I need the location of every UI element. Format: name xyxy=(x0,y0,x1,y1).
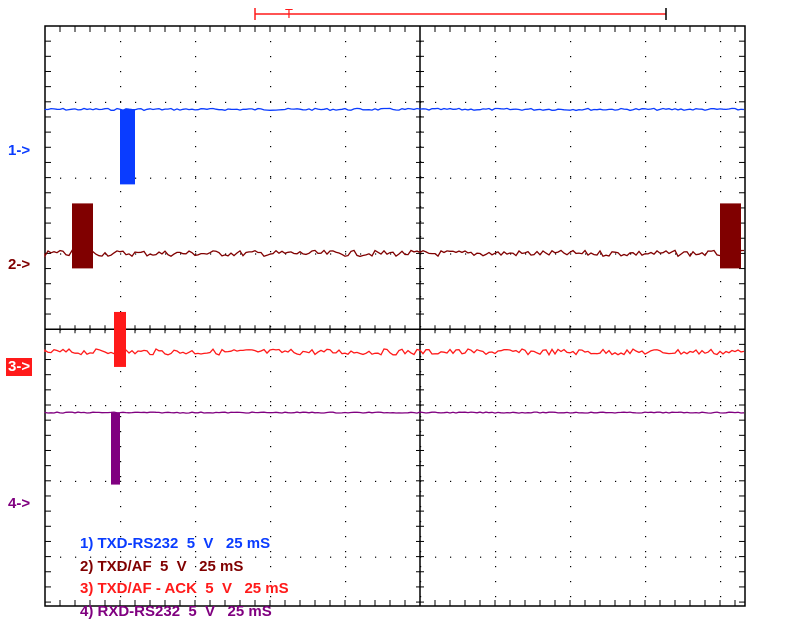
plot-frame xyxy=(44,25,746,607)
legend-entry-ch1: 1) TXD-RS232 5 V 25 mS xyxy=(80,535,271,552)
trigger-marker-T: T xyxy=(285,6,293,21)
channel-legend: 1) TXD-RS232 5 V 25 mS 2) TXD/AF 5 V 25 … xyxy=(80,533,289,623)
burst-ch1-1 xyxy=(120,109,135,185)
trace-ch3 xyxy=(44,348,745,357)
trace-ch1 xyxy=(44,107,745,112)
channel-marker-4[interactable]: 4-> xyxy=(8,494,31,512)
axis-ticks xyxy=(44,25,745,606)
channel-marker-3[interactable]: 3-> xyxy=(6,358,33,377)
trace-ch2 xyxy=(44,249,744,259)
channel-marker-1[interactable]: 1-> xyxy=(8,142,31,160)
burst-ch4-1 xyxy=(111,412,120,485)
legend-entry-ch3: 3) TXD/AF - ACK 5 V 25 mS xyxy=(80,580,289,597)
trace-ch4 xyxy=(44,411,745,414)
channel-marker-2[interactable]: 2-> xyxy=(8,255,31,273)
legend-entry-ch2: 2) TXD/AF 5 V 25 mS xyxy=(80,557,244,575)
burst-ch3-1 xyxy=(114,311,126,367)
burst-ch2-2 xyxy=(720,203,741,269)
grid-dots xyxy=(60,41,737,598)
burst-ch2-1 xyxy=(72,203,93,269)
legend-entry-ch4: 4) RXD-RS232 5 V 25 mS xyxy=(80,602,272,620)
